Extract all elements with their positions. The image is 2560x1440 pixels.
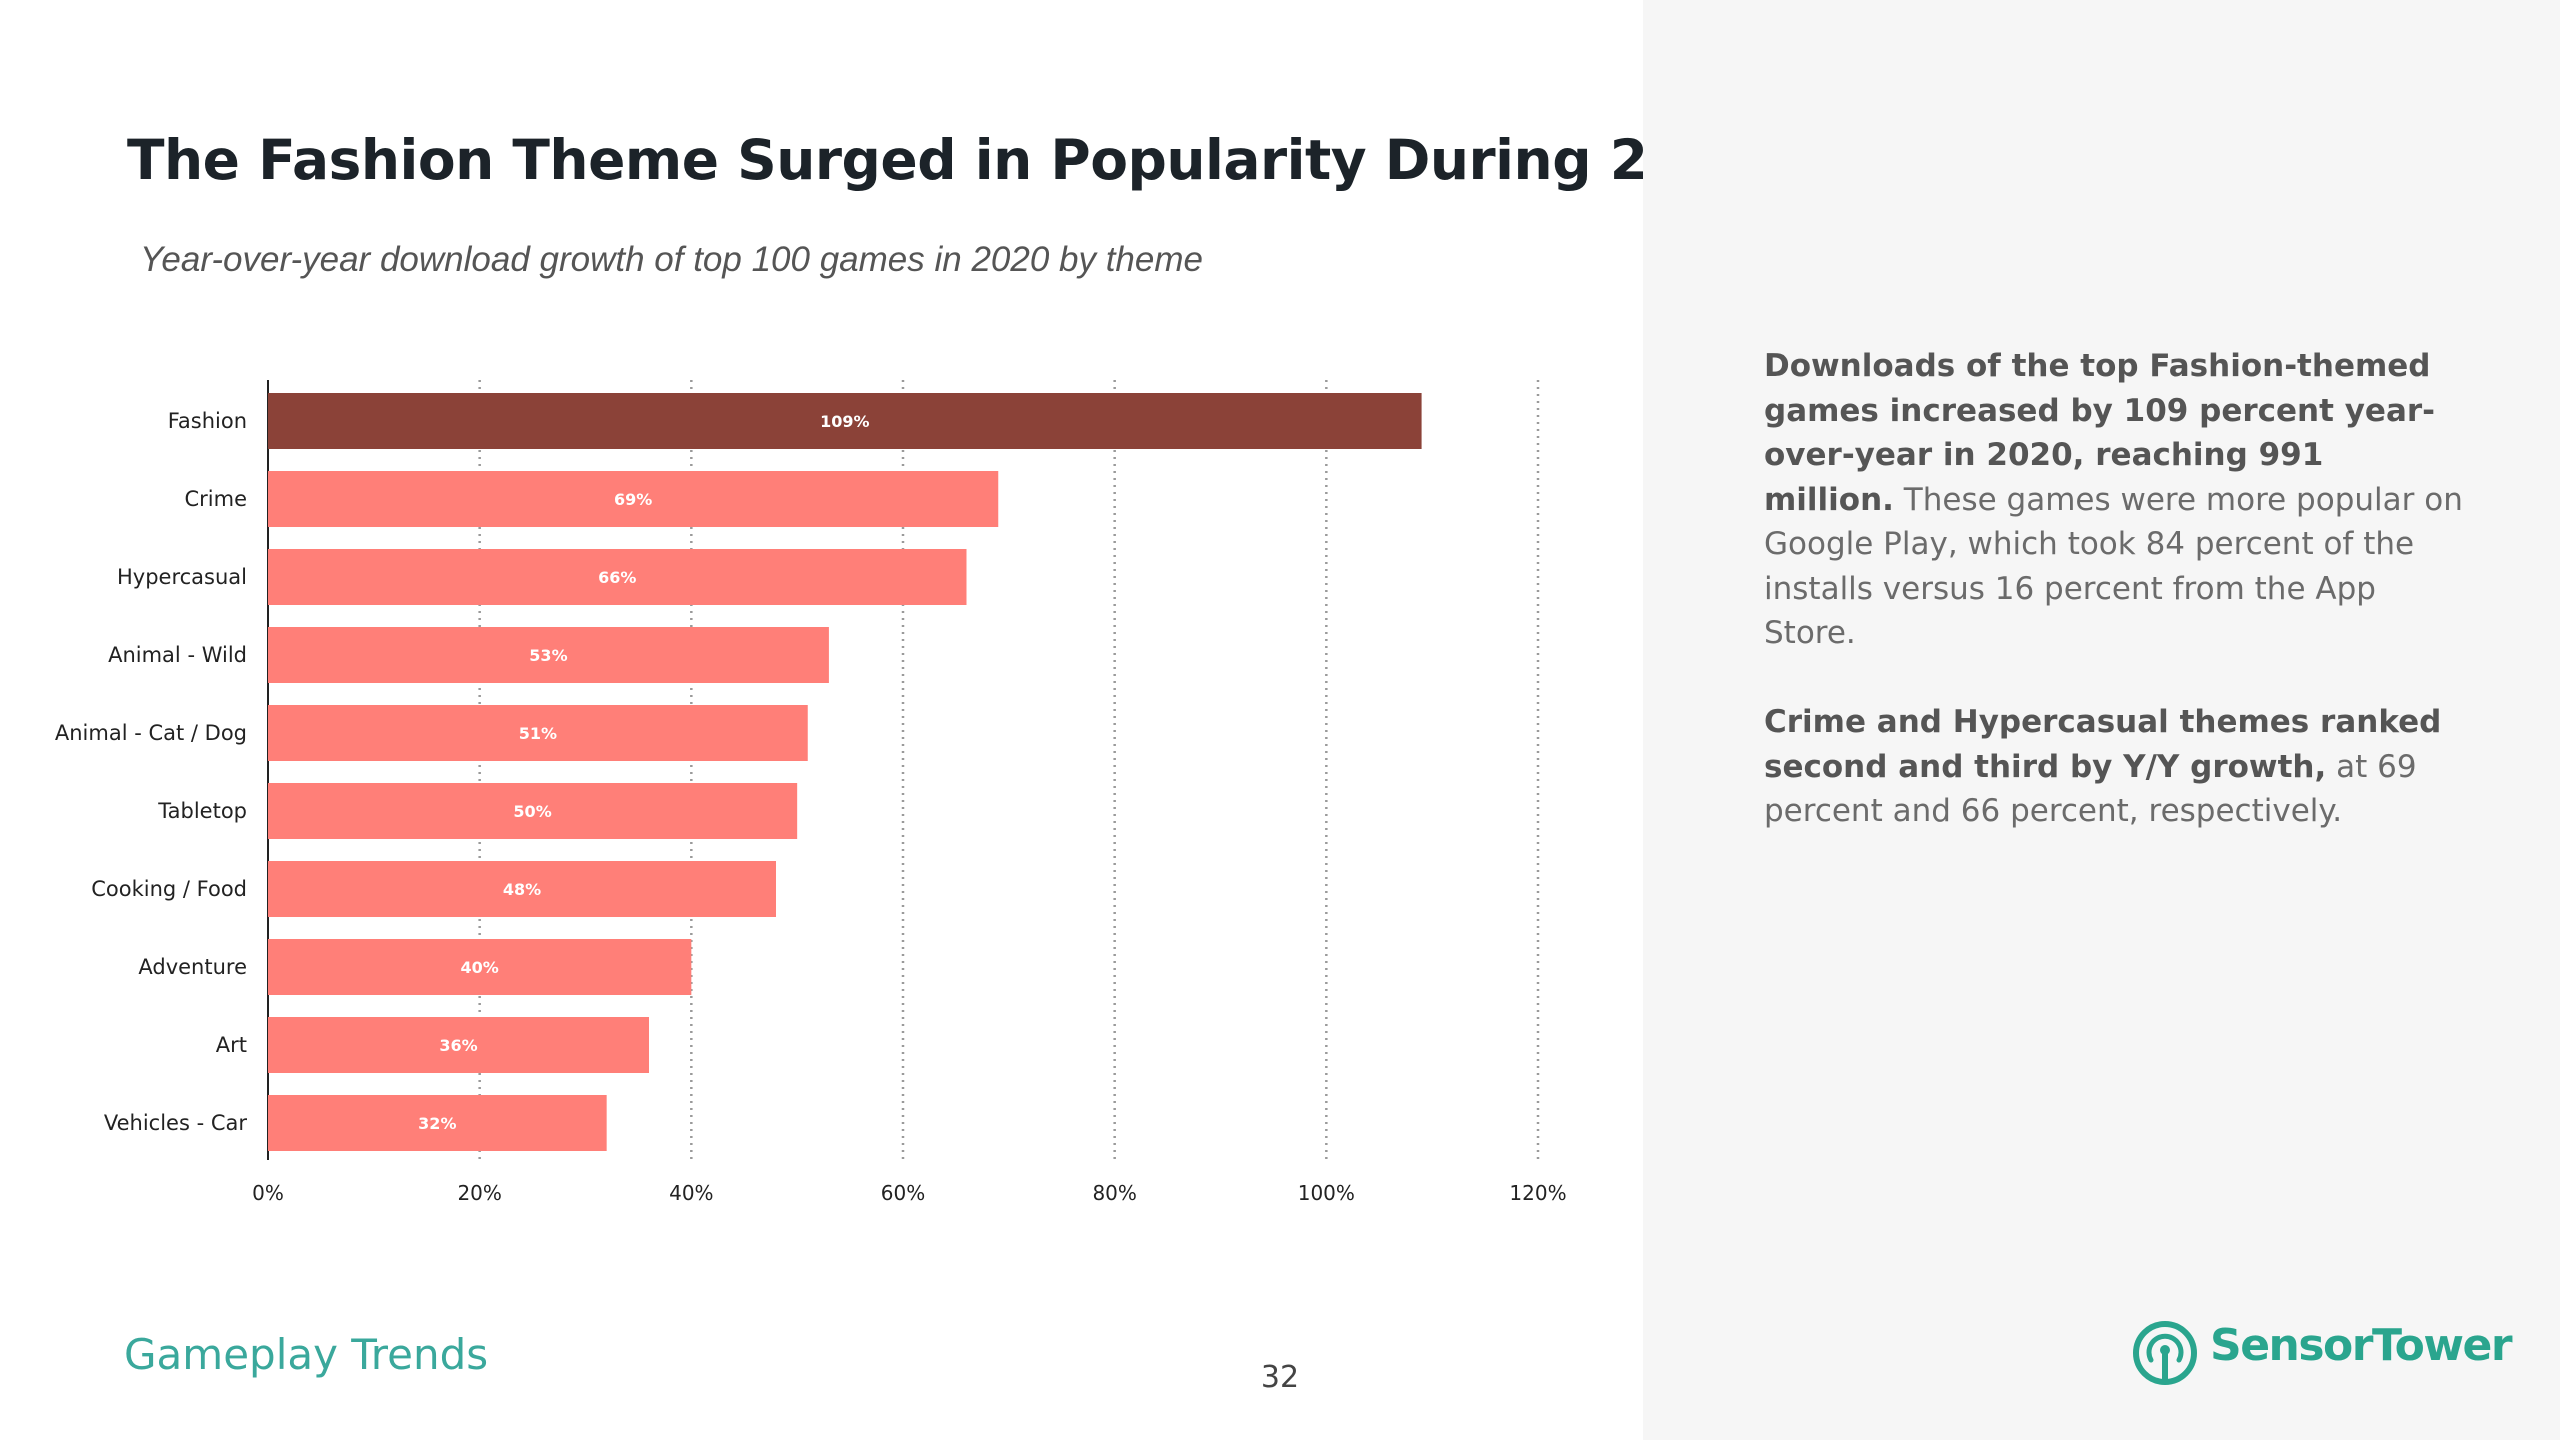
slide-main-area: The Fashion Theme Surged in Popularity D…	[54, 128, 1762, 1395]
bar-animal-wild	[268, 627, 829, 683]
category-label: Animal - Wild	[108, 643, 247, 667]
insight-2-rest: at 69 percent and 66 percent, respective…	[1764, 748, 2417, 830]
slide-title: The Fashion Theme Surged in Popularity D…	[127, 128, 1761, 192]
x-tick-label: 40%	[669, 1181, 713, 1205]
x-tick-label: 0%	[252, 1181, 284, 1205]
x-tick-label: 100%	[1298, 1181, 1355, 1205]
chart-bars	[268, 393, 1422, 1151]
bar-cooking-food	[268, 861, 776, 917]
bar-hypercasual	[268, 549, 967, 605]
sensor-tower-logo: SensorTower	[2132, 1318, 2513, 1388]
category-label: Vehicles - Car	[104, 1111, 248, 1135]
sensor-tower-logo-text: SensorTower	[2210, 1320, 2513, 1371]
bar-animal-cat-dog	[268, 705, 808, 761]
category-label: Hypercasual	[117, 565, 247, 589]
bar-tabletop	[268, 783, 798, 839]
insight-1-bold: Downloads of the top Fashion-themed game…	[1764, 348, 2436, 518]
category-label: Cooking / Food	[91, 877, 247, 901]
category-label: Tabletop	[157, 799, 247, 823]
data-label: 51%	[519, 724, 557, 743]
bar-fashion	[268, 393, 1422, 449]
category-label: Art	[216, 1033, 247, 1057]
page-number: 32	[1260, 1360, 1300, 1395]
insight-text-1: Downloads of the top Fashion-themed game…	[1764, 344, 2464, 656]
chart-labels: 0% 20% 40% 60% 80% 100% 120% Fashion 109% Crime 69…	[55, 409, 1567, 1205]
data-label: 53%	[529, 646, 567, 665]
x-tick-label: 60%	[881, 1181, 925, 1205]
bar-vehicles-car	[268, 1095, 607, 1151]
x-tick-label: 20%	[457, 1181, 501, 1205]
sensor-tower-logo-icon	[2133, 1321, 2197, 1385]
footer-section-title: Gameplay Trends	[124, 1330, 489, 1379]
insight-2-bold: Crime and Hypercasual themes ranked seco…	[1764, 704, 2442, 785]
bar-art	[268, 1017, 649, 1073]
x-tick-label: 120%	[1509, 1181, 1566, 1205]
bar-chart: 0% 20% 40% 60% 80% 100% 120% Fashion 109% Crime 69…	[55, 380, 1567, 1205]
category-label: Fashion	[168, 409, 247, 433]
x-tick-label: 80%	[1092, 1181, 1136, 1205]
data-label: 109%	[820, 412, 869, 431]
data-label: 48%	[503, 880, 541, 899]
bar-adventure	[268, 939, 692, 995]
category-label: Adventure	[138, 955, 247, 979]
data-label: 40%	[461, 958, 499, 977]
data-label: 66%	[598, 568, 636, 587]
data-label: 32%	[418, 1114, 456, 1133]
chart-subtitle: Year-over-year download growth of top 10…	[140, 240, 1203, 279]
data-label: 69%	[614, 490, 652, 509]
data-label: 36%	[439, 1036, 477, 1055]
category-label: Animal - Cat / Dog	[55, 721, 247, 745]
side-panel	[1643, 0, 2560, 1440]
category-label: Crime	[184, 487, 247, 511]
insight-text-2: Crime and Hypercasual themes ranked seco…	[1764, 700, 2464, 834]
insight-1-rest: These games were more popular on Google …	[1764, 481, 2463, 652]
data-label: 50%	[513, 802, 551, 821]
bar-crime	[268, 471, 999, 527]
